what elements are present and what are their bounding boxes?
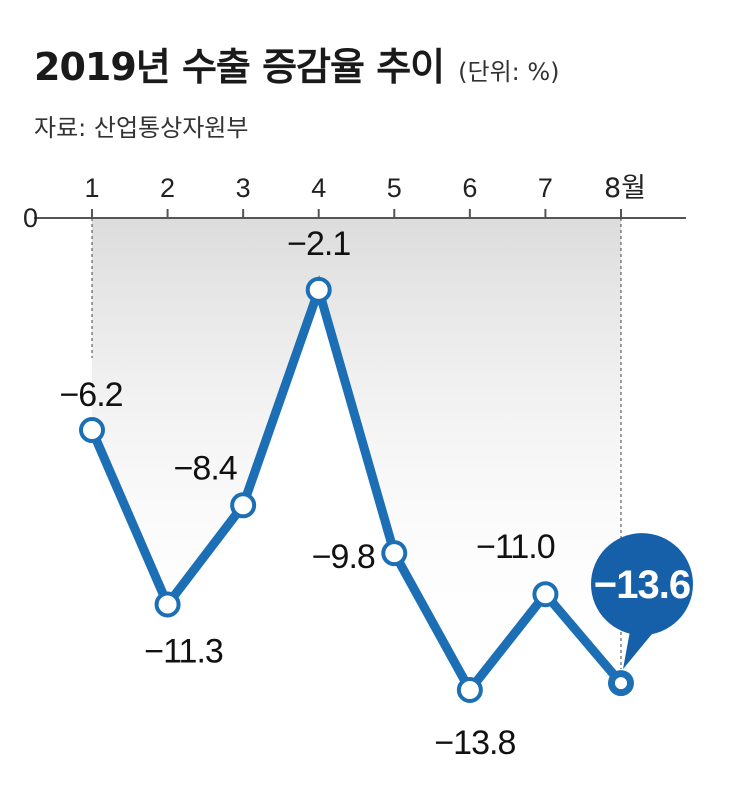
y-zero-label: 0 <box>23 203 38 233</box>
title-row: 2019년 수출 증감율 추이 (단위: %) <box>34 36 560 91</box>
data-point <box>79 417 105 444</box>
chart-title: 2019년 수출 증감율 추이 <box>34 45 445 89</box>
data-label: −2.1 <box>287 225 350 263</box>
data-label: −9.8 <box>312 538 375 576</box>
x-tick-label: 3 <box>236 173 251 203</box>
callout-value-label: −13.6 <box>594 563 690 607</box>
data-label: −11.3 <box>144 632 223 670</box>
source-label: 자료: 산업통상자원부 <box>34 114 249 142</box>
data-point <box>305 276 332 303</box>
x-tick-label: 5 <box>387 173 402 203</box>
data-label: −6.2 <box>59 376 122 414</box>
x-tick-label: 2 <box>160 173 175 203</box>
callout-bubble <box>590 533 693 636</box>
x-tick-label: 7 <box>538 173 553 203</box>
area-fill <box>92 218 621 690</box>
data-point <box>381 540 408 567</box>
data-label: −11.0 <box>476 528 555 566</box>
x-tick-label: 6 <box>462 173 477 203</box>
data-point <box>230 492 257 519</box>
unit-label: (단위: %) <box>458 58 560 86</box>
x-tick-label: 1 <box>84 173 99 203</box>
series-line <box>87 275 626 699</box>
data-label: −8.4 <box>174 449 237 487</box>
x-tick-label: 8월 <box>604 173 646 204</box>
callout-pointer <box>622 629 656 670</box>
data-point <box>532 581 559 608</box>
data-point <box>456 676 483 703</box>
data-point <box>154 591 181 618</box>
data-label: −13.8 <box>434 724 515 762</box>
x-tick-label: 4 <box>311 173 326 203</box>
data-point-highlight-inner <box>612 675 629 692</box>
